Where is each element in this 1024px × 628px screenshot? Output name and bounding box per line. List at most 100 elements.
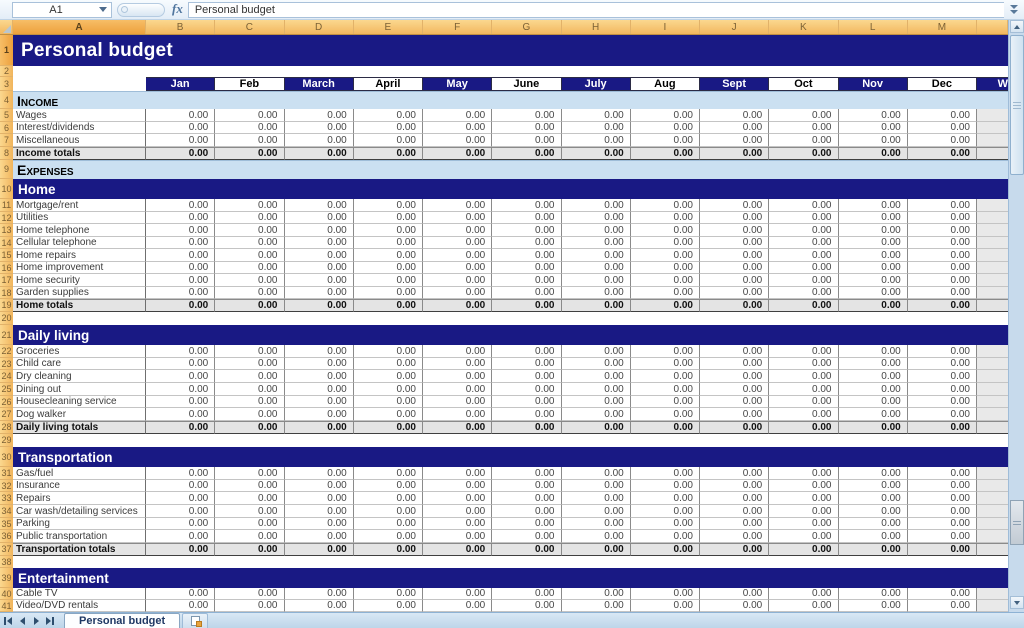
cell-value[interactable]: 0.00 — [561, 421, 631, 434]
cell-partial[interactable] — [977, 262, 1008, 274]
scrollbar-down-arrow[interactable] — [1010, 596, 1024, 609]
cell-value[interactable]: 0.00 — [492, 299, 562, 312]
cell-value[interactable]: 0.00 — [630, 480, 700, 492]
cell-value[interactable]: 0.00 — [907, 467, 977, 480]
cell-value[interactable]: 0.00 — [423, 600, 493, 612]
cell-partial[interactable] — [977, 358, 1008, 370]
cell-value[interactable]: 0.00 — [907, 370, 977, 383]
cell-value[interactable]: 0.00 — [700, 237, 770, 249]
cell-value[interactable]: 0.00 — [630, 358, 700, 370]
cell-value[interactable]: 0.00 — [907, 212, 977, 224]
cell-value[interactable]: 0.00 — [146, 274, 216, 287]
cell-value[interactable]: 0.00 — [423, 134, 493, 147]
row-header-1[interactable]: 1 — [0, 35, 13, 66]
name-box-dropdown-icon[interactable] — [99, 7, 107, 12]
cell-value[interactable]: 0.00 — [630, 467, 700, 480]
cell-value[interactable]: 0.00 — [700, 467, 770, 480]
cell-value[interactable]: 0.00 — [284, 212, 354, 224]
cell-label-garden-supplies[interactable]: Garden supplies — [13, 287, 146, 299]
cell-value[interactable]: 0.00 — [630, 505, 700, 518]
cell-value[interactable]: 0.00 — [215, 518, 285, 530]
cell-value[interactable]: 0.00 — [561, 530, 631, 543]
sheet-tab-personal-budget[interactable]: Personal budget — [64, 613, 181, 628]
cell-value[interactable]: 0.00 — [630, 147, 700, 160]
cell-value[interactable]: 0.00 — [423, 224, 493, 237]
cell-label-cellular-telephone[interactable]: Cellular telephone — [13, 237, 146, 249]
row-header-16[interactable]: 16 — [0, 262, 13, 274]
cell-value[interactable]: 0.00 — [630, 237, 700, 249]
cell-value[interactable]: 0.00 — [284, 147, 354, 160]
cell-value[interactable]: 0.00 — [353, 109, 423, 122]
cell-value[interactable]: 0.00 — [353, 530, 423, 543]
row-header-29[interactable]: 29 — [0, 434, 13, 447]
cell-value[interactable]: 0.00 — [492, 109, 562, 122]
row-header-40[interactable]: 40 — [0, 588, 13, 600]
cell-label-daily-living-totals[interactable]: Daily living totals — [13, 421, 146, 434]
cell-label-car-wash-detailing-services[interactable]: Car wash/detailing services — [13, 505, 146, 518]
cell-partial[interactable] — [977, 109, 1008, 122]
cell-label-dry-cleaning[interactable]: Dry cleaning — [13, 370, 146, 383]
row-header-10[interactable]: 10 — [0, 179, 13, 199]
cell-value[interactable]: 0.00 — [630, 287, 700, 299]
cell-value[interactable]: 0.00 — [215, 408, 285, 421]
cell-value[interactable]: 0.00 — [423, 370, 493, 383]
select-all-corner[interactable] — [0, 20, 13, 34]
cell-value[interactable]: 0.00 — [907, 480, 977, 492]
cell-value[interactable]: 0.00 — [284, 421, 354, 434]
row-header-33[interactable]: 33 — [0, 492, 13, 505]
cell-value[interactable]: 0.00 — [146, 224, 216, 237]
cell-value[interactable]: 0.00 — [284, 408, 354, 421]
cell-month-oct[interactable]: Oct — [769, 77, 839, 91]
cell-value[interactable]: 0.00 — [492, 358, 562, 370]
row-header-38[interactable]: 38 — [0, 556, 13, 568]
cell-value[interactable]: 0.00 — [561, 199, 631, 212]
cell-value[interactable]: 0.00 — [423, 467, 493, 480]
cell-label-home-repairs[interactable]: Home repairs — [13, 249, 146, 262]
cell-value[interactable]: 0.00 — [907, 249, 977, 262]
row-header-36[interactable]: 36 — [0, 530, 13, 543]
cell-value[interactable]: 0.00 — [630, 345, 700, 358]
row-header-35[interactable]: 35 — [0, 518, 13, 530]
cell-month-dec[interactable]: Dec — [907, 77, 977, 91]
cell-value[interactable]: 0.00 — [284, 383, 354, 396]
cell-value[interactable]: 0.00 — [907, 408, 977, 421]
row-header-7[interactable]: 7 — [0, 134, 13, 147]
cell-value[interactable]: 0.00 — [284, 543, 354, 556]
cell-value[interactable]: 0.00 — [492, 345, 562, 358]
cell-value[interactable]: 0.00 — [146, 345, 216, 358]
cell-value[interactable]: 0.00 — [284, 237, 354, 249]
cell-value[interactable]: 0.00 — [492, 383, 562, 396]
cell-value[interactable]: 0.00 — [146, 249, 216, 262]
row-header-12[interactable]: 12 — [0, 212, 13, 224]
cell-value[interactable]: 0.00 — [284, 299, 354, 312]
cell-value[interactable]: 0.00 — [700, 370, 770, 383]
cell-value[interactable]: 0.00 — [907, 262, 977, 274]
cell-value[interactable]: 0.00 — [769, 147, 839, 160]
cell-value[interactable]: 0.00 — [146, 370, 216, 383]
cell-value[interactable]: 0.00 — [907, 147, 977, 160]
cell-value[interactable]: 0.00 — [423, 421, 493, 434]
cell-partial[interactable] — [977, 212, 1008, 224]
cell-value[interactable]: 0.00 — [561, 237, 631, 249]
cell-value[interactable]: 0.00 — [838, 147, 908, 160]
cell-value[interactable]: 0.00 — [769, 212, 839, 224]
cell-value[interactable]: 0.00 — [215, 147, 285, 160]
cell-blank[interactable] — [13, 66, 1008, 77]
cell-value[interactable]: 0.00 — [215, 274, 285, 287]
cell-value[interactable]: 0.00 — [146, 237, 216, 249]
cell-value[interactable]: 0.00 — [423, 212, 493, 224]
cell-label-dining-out[interactable]: Dining out — [13, 383, 146, 396]
cell-value[interactable]: 0.00 — [769, 421, 839, 434]
cell-value[interactable]: 0.00 — [146, 199, 216, 212]
cell-value[interactable]: 0.00 — [492, 122, 562, 134]
row-header-22[interactable]: 22 — [0, 345, 13, 358]
cell-value[interactable]: 0.00 — [838, 492, 908, 505]
cell-value[interactable]: 0.00 — [907, 134, 977, 147]
cell-label-dog-walker[interactable]: Dog walker — [13, 408, 146, 421]
cell-value[interactable]: 0.00 — [353, 480, 423, 492]
column-header-B[interactable]: B — [146, 20, 216, 34]
cell-value[interactable]: 0.00 — [700, 543, 770, 556]
cell-value[interactable]: 0.00 — [215, 345, 285, 358]
cell-label-home-totals[interactable]: Home totals — [13, 299, 146, 312]
cell-partial[interactable] — [977, 408, 1008, 421]
